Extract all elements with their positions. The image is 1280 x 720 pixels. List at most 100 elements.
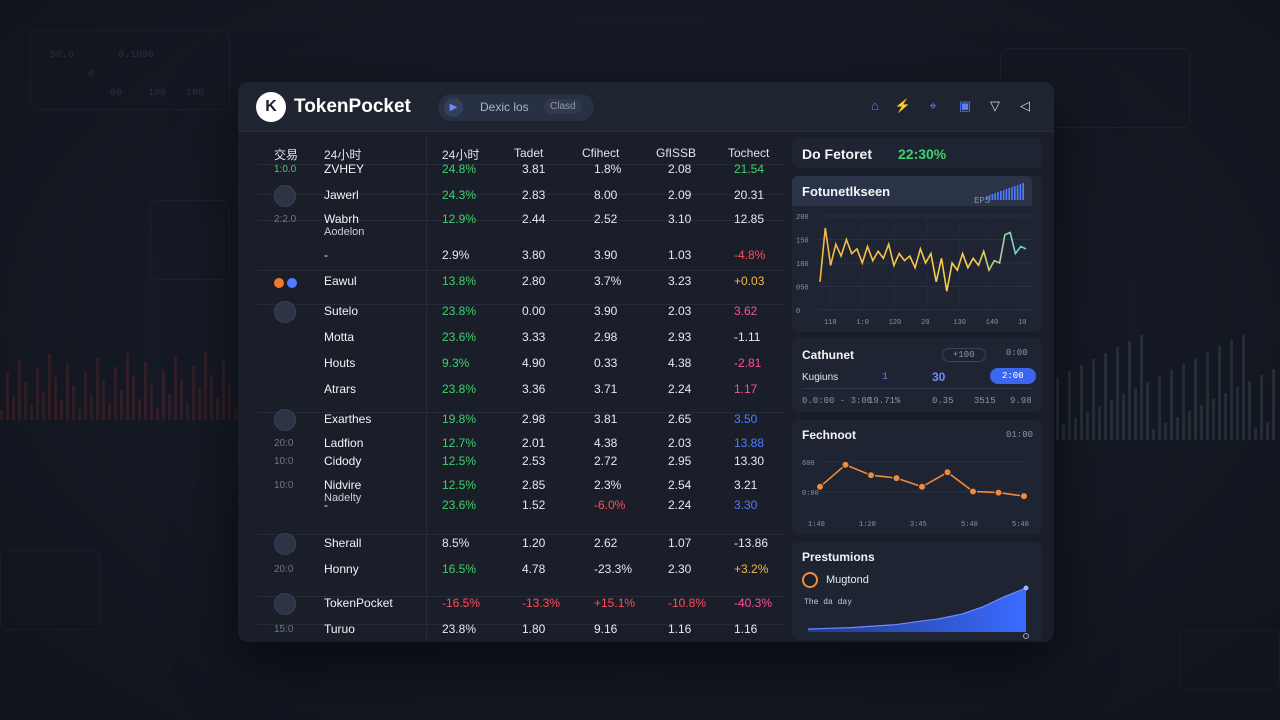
cathunet-row1-mid: 1	[882, 372, 889, 383]
col-header-trade[interactable]: 交易	[274, 148, 299, 162]
asset-name: -	[324, 498, 328, 512]
chart2-ytick: 0:00	[802, 490, 819, 498]
ghost-bar	[228, 384, 231, 420]
network-selector-label: Dexic los	[480, 100, 529, 114]
ghost-bars-right	[1050, 334, 1275, 440]
cell-tadet: 2.83	[522, 188, 546, 202]
cathunet-pill[interactable]: +100	[942, 348, 986, 362]
cell-change-24h: 8.5%	[442, 536, 470, 550]
table-row[interactable]: 20:0 Ladfion 12.7% 2.01 4.38 2.03 13.88	[238, 436, 786, 458]
table-row[interactable]: Eawul 13.8% 2.80 3.7% 3.23 +0.03	[238, 274, 786, 296]
ghost-bar	[1158, 376, 1161, 440]
wallet-icon[interactable]: ▣	[958, 98, 972, 113]
cathunet-side: 0:00	[1006, 348, 1028, 358]
table-row[interactable]: Sutelo 23.8% 0.00 3.90 2.03 3.62	[238, 301, 786, 326]
col-header-24h-2[interactable]: 24小时	[442, 148, 480, 162]
chart3-svg	[807, 585, 1029, 639]
mini-bar	[1014, 186, 1016, 200]
ghost-panel-left	[150, 200, 230, 280]
cell-gfissb: 3.23	[668, 274, 692, 288]
cell-tadet: 2.01	[522, 436, 546, 450]
cell-change-24h: 12.5%	[442, 454, 477, 468]
col-header-tochect[interactable]: Tochect	[728, 146, 770, 160]
cell-tochect: 12.85	[734, 212, 765, 226]
cathunet-row2-a: 0.35	[932, 396, 954, 406]
chart2-xtick: 5:40	[961, 521, 978, 529]
asset-name: Sherall	[324, 536, 362, 550]
chart1-header	[792, 176, 1032, 206]
dropdown-icon[interactable]: ▽	[990, 98, 1000, 113]
chart2-point	[841, 460, 850, 469]
asset-name: Turuo	[324, 622, 355, 636]
mini-bar	[997, 192, 999, 200]
back-icon[interactable]: ◁	[1020, 98, 1030, 113]
table-row[interactable]: TokenPocket -16.5% -13.3% +15.1% -10.8% -40.3…	[238, 593, 786, 618]
cell-tadet: 0.00	[522, 304, 546, 318]
cell-tochect: 13.88	[734, 436, 765, 450]
presentations-sub: The da day	[804, 598, 853, 607]
cell-gfissb: 2.24	[668, 382, 692, 396]
chart1-ytick: 0	[796, 308, 800, 316]
chart2-xtick: 1:20	[859, 521, 876, 529]
table-row[interactable]: Jawerl 24.3% 2.83 8.00 2.09 20.31	[238, 185, 786, 210]
col-header-cfihect[interactable]: Cfihect	[582, 146, 620, 160]
presentations-item-label[interactable]: Mugtond	[826, 574, 869, 586]
table-row[interactable]: - 23.6% 1.52 -6.0% 2.24 3.30	[238, 498, 786, 520]
table-row[interactable]: 10:0 Nidvire Nadelty 12.5% 2.85 2.3% 2.54 3.21	[238, 478, 786, 504]
table-row[interactable]: Sherall 8.5% 1.20 2.62 1.07 -13.86	[238, 533, 786, 558]
lightning-icon[interactable]: ⚡	[894, 98, 912, 113]
ghost-bar	[1230, 340, 1233, 440]
ghost-panel-topleft	[30, 30, 230, 110]
home-icon[interactable]: ⌂	[871, 98, 879, 113]
cell-tochect: 3.21	[734, 478, 758, 492]
chart2-point	[994, 488, 1003, 497]
table-row[interactable]: Motta 23.6% 3.33 2.98 2.93 -1.11	[238, 330, 786, 352]
ghost-bar	[1236, 387, 1239, 440]
logo-glyph: K	[265, 98, 277, 115]
ghost-bar	[1134, 388, 1137, 440]
cell-cfihect: 3.81	[594, 412, 618, 426]
ghost-bar	[132, 376, 135, 420]
table-row[interactable]: 20:0 Honny 16.5% 4.78 -23.3% 2.30 +3.2%	[238, 562, 786, 584]
chart1-xtick: 120	[889, 319, 902, 327]
col-header-gfissb[interactable]: GfISSB	[656, 146, 697, 160]
ghost-bar	[222, 361, 225, 420]
coin-icon	[274, 593, 296, 615]
cell-cfihect: +15.1%	[594, 596, 636, 610]
asset-name: Wabrh	[324, 212, 359, 226]
cell-gfissb: 2.03	[668, 304, 692, 318]
tag-icon[interactable]: ⌖	[929, 98, 937, 113]
table-row[interactable]: 2:2.0 Wabrh Aodelon 12.9% 2.44 2.52 3.10 12.85	[238, 212, 786, 238]
table-row[interactable]: Atrars 23.8% 3.36 3.71 2.24 1.17	[238, 382, 786, 404]
network-selector[interactable]: ▶ Dexic los Clasd	[438, 94, 594, 121]
asset-name: ZVHEY	[324, 162, 365, 176]
top-stat-title: Do Fetoret	[802, 146, 872, 162]
asset-name: Honny	[324, 562, 359, 576]
cell-tadet: 3.81	[522, 162, 546, 176]
cell-tochect: 13.30	[734, 454, 765, 468]
chart2-point	[969, 487, 977, 496]
table-row[interactable]: Houts 9.3% 4.90 0.33 4.38 -2.81	[238, 356, 786, 378]
mini-bar	[991, 194, 994, 200]
table-row[interactable]: Exarthes 19.8% 2.98 3.81 2.65 3.50	[238, 409, 786, 434]
ghost-bar	[1092, 359, 1095, 440]
chart3-line	[807, 587, 1027, 630]
chart1-ytick: 200	[796, 214, 809, 222]
tokenpocket-logo-icon[interactable]: K	[256, 92, 286, 122]
cell-tadet: -13.3%	[522, 596, 561, 610]
chart2-xtick: 5:40	[1012, 521, 1029, 529]
cell-change-24h: 12.9%	[442, 212, 477, 226]
table-row[interactable]: 10:0 Cidody 12.5% 2.53 2.72 2.95 13.30	[238, 454, 786, 476]
table-row[interactable]: 1:0.0 ZVHEY 24.8% 3.81 1.8% 2.08 21.54	[238, 162, 786, 184]
coin-icon	[274, 185, 296, 207]
col-header-tadet[interactable]: Tadet	[514, 146, 544, 160]
table-row[interactable]: - 2.9% 3.80 3.90 1.03 -4.8%	[238, 248, 786, 270]
cathunet-title: Cathunet	[802, 348, 854, 362]
cathunet-divider	[802, 388, 1032, 389]
table-row[interactable]: 15:0 Turuo 23.8% 1.80 9.16 1.16 1.16	[238, 622, 786, 642]
cathunet-row1-button[interactable]: 2:00	[990, 368, 1036, 384]
chart1-ytick: 100	[796, 261, 809, 269]
cathunet-panel: Cathunet +100 0:00 Kugiuns 1 30 2:00 0.0…	[792, 338, 1042, 412]
col-header-24h[interactable]: 24小时	[324, 148, 362, 162]
ghost-bar	[150, 385, 153, 420]
